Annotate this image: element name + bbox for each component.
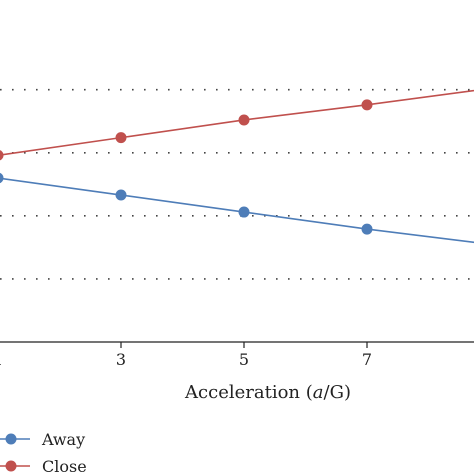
series-away	[0, 172, 474, 244]
legend-swatch-marker-close	[5, 460, 17, 472]
x-tick-label-1: 1	[0, 350, 3, 369]
data-point-close-5	[238, 114, 250, 126]
x-axis-ticks: 1 3 5 7	[0, 342, 372, 369]
x-tick-label-7: 7	[362, 350, 372, 369]
series-line-away	[0, 177, 474, 244]
legend: Away Close	[0, 430, 87, 474]
x-axis-title-prefix: Acceleration (	[184, 382, 313, 403]
data-point-close-3	[115, 132, 127, 144]
series-layer	[0, 89, 474, 244]
series-line-close	[0, 89, 474, 156]
data-point-away-3	[115, 189, 127, 201]
gridlines	[0, 88, 474, 280]
legend-swatch-marker-away	[5, 433, 17, 445]
data-point-close-1	[0, 150, 4, 161]
series-close	[0, 89, 474, 161]
legend-label-close: Close	[42, 457, 87, 474]
data-point-away-1	[0, 172, 4, 184]
x-tick-label-5: 5	[239, 350, 249, 369]
x-axis-title: Acceleration (a/G)	[184, 382, 351, 403]
legend-label-away: Away	[41, 430, 85, 449]
x-tick-label-3: 3	[116, 350, 126, 369]
data-point-away-7	[361, 223, 373, 235]
data-point-away-5	[238, 206, 250, 218]
x-axis-title-variable: a	[313, 382, 324, 403]
legend-item-close: Close	[0, 457, 87, 474]
x-axis-title-suffix: /G)	[324, 382, 351, 403]
legend-item-away: Away	[0, 430, 85, 449]
data-point-close-7	[361, 99, 373, 111]
